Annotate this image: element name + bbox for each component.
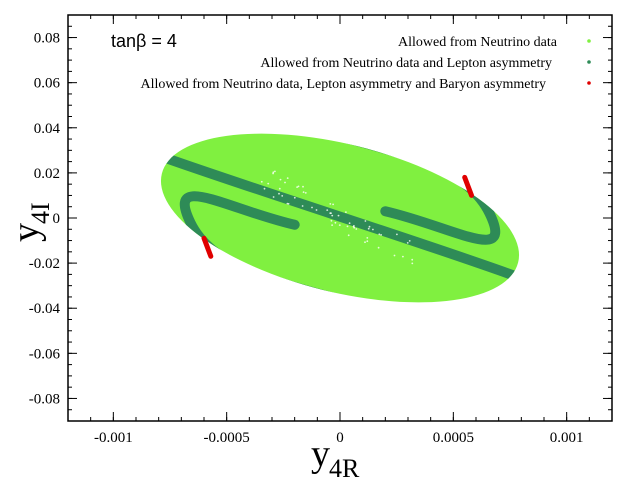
center-point <box>304 192 307 194</box>
x-tick-label: 0.001 <box>550 430 584 446</box>
center-point <box>345 211 347 214</box>
center-point <box>334 221 337 224</box>
y-tick-label: -0.04 <box>29 301 61 317</box>
center-point <box>346 225 349 228</box>
center-point <box>380 234 382 236</box>
legend-marker-lepton <box>587 60 591 64</box>
x-tick-label: -0.0005 <box>204 430 250 446</box>
y-tick-label: -0.08 <box>29 391 60 407</box>
center-point <box>272 171 275 174</box>
center-point <box>302 185 304 188</box>
center-point <box>326 209 329 212</box>
center-point <box>260 180 263 183</box>
x-tick-label: -0.001 <box>94 430 133 446</box>
center-point <box>293 196 296 199</box>
center-point <box>315 209 318 211</box>
x-axis-label-sub: 4R <box>329 454 360 480</box>
center-point <box>368 225 371 228</box>
center-point <box>267 182 270 185</box>
x-axis-label-main: y <box>311 433 330 475</box>
center-point <box>366 237 369 239</box>
center-point <box>329 203 332 205</box>
center-point <box>347 234 350 237</box>
center-point <box>284 181 286 184</box>
y-tick-label: 0.04 <box>34 121 61 137</box>
plot-area <box>158 116 522 320</box>
center-point <box>377 246 380 249</box>
legend-label-lepton: Allowed from Neutrino data and Lepton as… <box>260 56 552 71</box>
baryon-asymmetry-segments <box>201 174 474 259</box>
y-axis-label-sub: 4I <box>26 202 55 224</box>
center-point <box>338 224 341 227</box>
center-point <box>364 220 367 222</box>
center-point <box>301 205 304 207</box>
tan-beta-annotation: tanβ = 4 <box>111 31 177 51</box>
center-point <box>366 240 369 243</box>
center-point <box>411 262 414 265</box>
center-point <box>411 258 414 261</box>
sparse-center-points <box>260 170 414 265</box>
center-point <box>330 219 333 222</box>
center-point <box>367 227 370 230</box>
y-axis-label-main: y <box>5 223 47 242</box>
x-tick-label: 0 <box>336 430 344 446</box>
center-point <box>348 222 351 225</box>
baryon-segment-1 <box>201 235 214 259</box>
y-tick-label: 0.08 <box>34 31 60 47</box>
y-tick-label: 0.02 <box>34 166 60 182</box>
x-tick-label: 0.0005 <box>433 430 474 446</box>
center-point <box>402 255 404 258</box>
center-point <box>274 170 276 173</box>
y-tick-label: 0.06 <box>34 76 61 92</box>
center-point <box>279 178 282 181</box>
center-point <box>372 228 374 231</box>
baryon-segment-0 <box>462 174 474 198</box>
center-point <box>286 202 289 205</box>
y-tick-label: 0 <box>53 211 61 227</box>
center-point <box>378 233 381 236</box>
center-point <box>302 191 305 194</box>
center-point <box>286 177 289 180</box>
center-point <box>364 241 366 244</box>
center-point <box>278 192 280 195</box>
center-point <box>331 224 333 227</box>
center-point <box>311 206 313 209</box>
legend-label-baryon: Allowed from Neutrino data, Lepton asymm… <box>140 77 546 92</box>
center-point <box>332 203 334 206</box>
center-point <box>263 187 266 190</box>
y-tick-label: -0.02 <box>29 256 60 272</box>
y-axis-label: y 4I <box>5 202 55 242</box>
legend-label-neutrino: Allowed from Neutrino data <box>398 35 558 50</box>
center-point <box>296 186 298 189</box>
lepton-band-0 <box>158 152 522 282</box>
legend-marker-neutrino <box>587 39 591 43</box>
center-point <box>281 195 284 197</box>
center-point <box>353 225 355 227</box>
tick-labels: -0.001 -0.0005 0 0.0005 0.001 0.08 0.06 0.04 0.0… <box>29 31 584 446</box>
legend-marker-baryon <box>587 81 591 85</box>
center-point <box>278 187 281 190</box>
center-point <box>272 196 275 198</box>
center-point <box>355 228 358 230</box>
center-point <box>406 242 409 244</box>
center-point <box>396 233 398 236</box>
y-tick-label: -0.06 <box>29 346 61 362</box>
axis-ticks <box>67 14 613 422</box>
x-axis-label: y 4R <box>311 433 360 480</box>
center-point <box>408 240 411 242</box>
center-point <box>297 185 300 188</box>
legend: Allowed from Neutrino data Allowed from … <box>140 35 591 92</box>
center-point <box>331 214 334 217</box>
center-point <box>393 254 396 257</box>
center-point <box>329 212 332 215</box>
center-point <box>337 214 340 217</box>
